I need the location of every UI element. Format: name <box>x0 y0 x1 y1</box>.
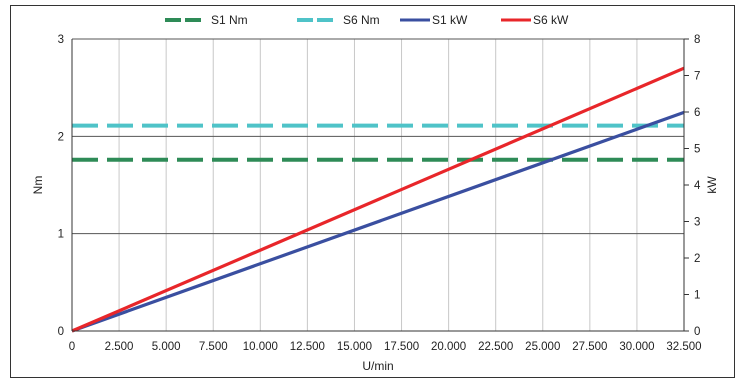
x-tick-label: 27.500 <box>572 341 607 353</box>
y-tick-label: 0 <box>58 326 64 338</box>
x-axis-title: U/min <box>362 359 393 373</box>
legend: S1 Nm S6 Nm S1 kW S6 kW <box>165 13 569 27</box>
series-layer <box>71 66 685 333</box>
x-tick-label: 0 <box>69 341 75 353</box>
x-tick-label: 12.500 <box>290 341 325 353</box>
x-tick-label: 5.000 <box>152 341 181 353</box>
y2-axis-title: kW <box>705 176 719 194</box>
y2-tick-label: 3 <box>694 217 700 229</box>
x-tick-label: 17.500 <box>384 341 419 353</box>
y-tick-label: 2 <box>58 131 64 143</box>
axes: 0 2.500 5.000 7.500 10.000 12.500 15.000 17.500… <box>31 34 719 373</box>
y2-tick-label: 1 <box>694 290 700 302</box>
y2-tick-label: 5 <box>694 144 700 156</box>
y2-tick-label: 4 <box>694 180 701 192</box>
legend-label: S6 kW <box>533 13 569 27</box>
plot-area <box>72 39 684 331</box>
y2-tick-label: 2 <box>694 253 700 265</box>
y-tick-label: 3 <box>58 34 64 46</box>
x-tick-label: 20.000 <box>431 341 466 353</box>
x-tick-label: 15.000 <box>337 341 372 353</box>
x-tick-label: 7.500 <box>199 341 228 353</box>
y2-tick-label: 7 <box>694 71 700 83</box>
x-tick-label: 25.000 <box>525 341 560 353</box>
series-line-s1-kw <box>71 110 685 333</box>
y2-tick-label: 8 <box>694 34 700 46</box>
x-tick-label: 32.500 <box>666 341 701 353</box>
y2-tick-label: 0 <box>694 326 700 338</box>
y2-tick-label: 6 <box>694 107 700 119</box>
legend-label: S1 kW <box>432 13 468 27</box>
legend-label: S6 Nm <box>343 13 380 27</box>
x-tick-label: 2.500 <box>105 341 134 353</box>
y-tick-label: 1 <box>58 229 64 241</box>
legend-label: S1 Nm <box>211 13 248 27</box>
x-tick-label: 30.000 <box>619 341 654 353</box>
grid <box>72 38 685 331</box>
series-line-s6-kw <box>71 66 685 333</box>
y-axis-title: Nm <box>31 176 45 195</box>
x-tick-label: 10.000 <box>243 341 278 353</box>
x-tick-label: 22.500 <box>478 341 513 353</box>
